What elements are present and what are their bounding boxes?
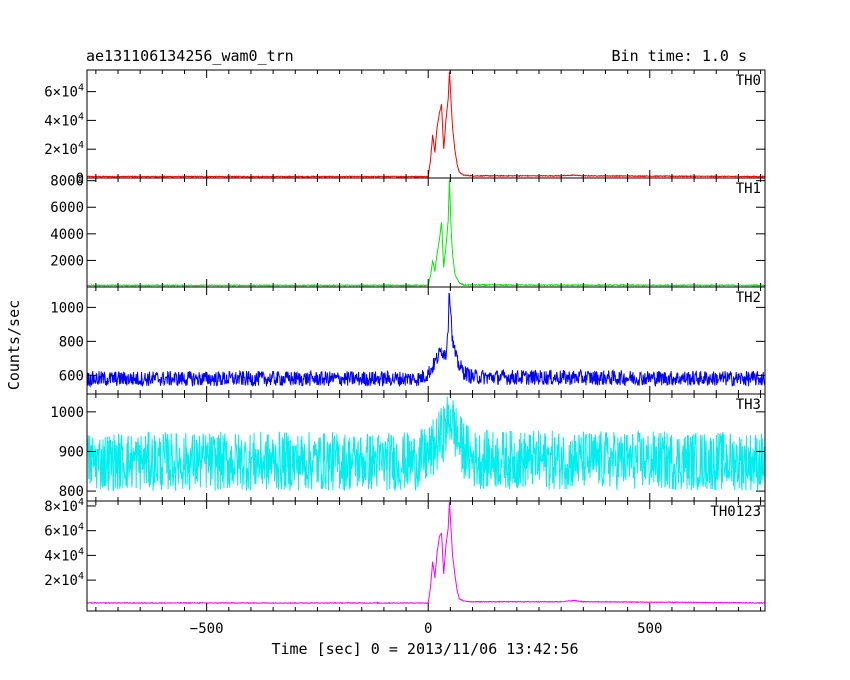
panel-th2-ytick-label: 1000 [50,300,84,316]
series-th0123-line [86,501,766,605]
panel-th0-frame [86,69,766,179]
series-th1-line [86,179,766,288]
panel-th1: TH1 2000 4000 6000 8000 [50,174,766,288]
series-th2-line [86,292,766,388]
x-tick-label: 0 [424,621,432,637]
bin-time-label: Bin time: 1.0 s [612,47,747,65]
x-axis: −500 0 500 [190,621,663,637]
panel-th0123-ytick-label: 6×104 [44,522,84,540]
panels: TH002×1044×1046×104TH12000400060008000TH… [44,69,766,612]
panel-th1-ytick-label: 4000 [50,227,84,243]
chart-title: ae131106134256_wam0_trn [86,47,294,65]
panel-th1-ytick-label: 2000 [50,253,84,269]
panel-th2-label: TH2 [736,290,761,306]
panel-th0123-frame [86,500,766,612]
panel-th0123: TH0123 2×104 4×104 6×104 8×104 [44,497,766,612]
panel-th3-ytick-label: 900 [59,444,84,460]
panel-th0123-ytick-label: 8×104 [44,497,84,515]
panel-th0123-ytick-label: 2×104 [44,571,84,589]
panel-th2: TH2 600 800 1000 [50,286,766,395]
panel-th0123-ytick-label: 4×104 [44,546,84,564]
panel-th3-ytick-label: 800 [59,484,84,500]
panel-th1-frame [86,177,766,288]
panel-th0: TH0 0 2×104 4×104 6×104 [44,69,766,187]
x-tick-label: 500 [637,621,662,637]
panel-th0123-label: TH0123 [710,504,761,520]
panel-th1-ytick-label: 6000 [50,200,84,216]
y-axis-label: Counts/sec [5,300,23,390]
panel-th0-label: TH0 [736,73,761,89]
series-th3-line [86,396,766,492]
x-tick-label: −500 [190,621,224,637]
panel-th3-ytick-label: 1000 [50,405,84,421]
panel-th0-ytick-label: 2×104 [44,140,84,158]
panel-th0-ytick-label: 0 [76,171,84,187]
panel-th0-ytick-label: 4×104 [44,111,84,129]
panel-th3: TH3 800 900 1000 [50,393,766,502]
panel-th2-ytick-label: 800 [59,334,84,350]
panel-th1-label: TH1 [736,181,761,197]
panel-th0-ytick-label: 6×104 [44,83,84,101]
panel-th1-ytick-label: 8000 [50,174,84,190]
panel-th3-label: TH3 [736,397,761,413]
series-th0-line [86,71,766,179]
x-axis-label: Time [sec] 0 = 2013/11/06 13:42:56 [271,640,578,658]
panel-th2-ytick-label: 600 [59,368,84,384]
